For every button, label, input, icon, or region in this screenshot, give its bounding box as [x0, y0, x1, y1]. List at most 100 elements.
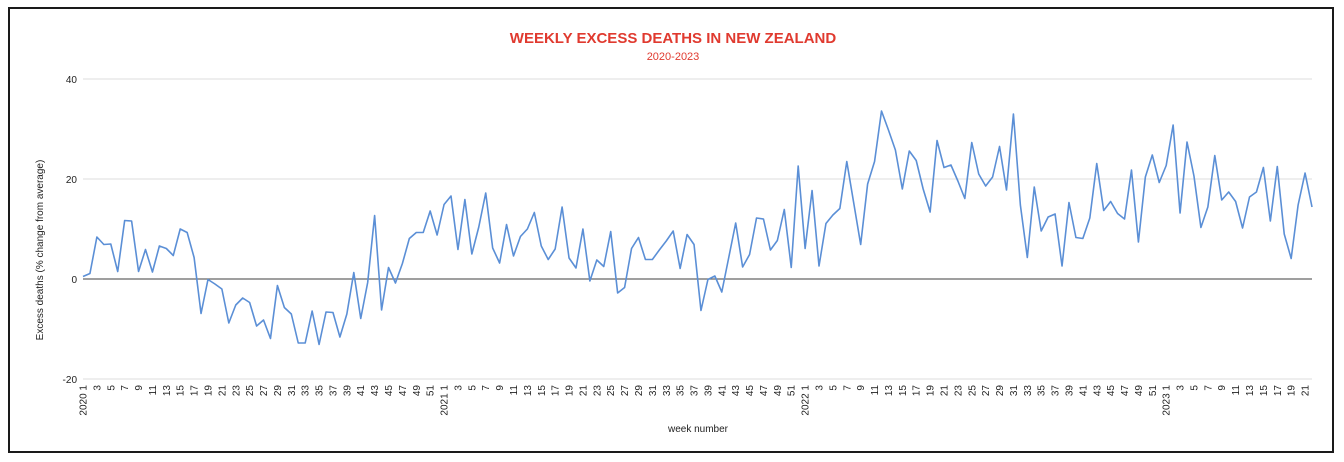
x-tick-label: 2022 1 [801, 385, 812, 416]
x-tick-label: 29 [273, 385, 284, 397]
x-tick-label: 49 [412, 385, 423, 397]
x-tick-label: 33 [1023, 385, 1034, 397]
x-tick-label: 37 [1051, 385, 1062, 397]
x-tick-label: 39 [342, 385, 353, 397]
x-tick-label: 5 [1189, 385, 1200, 391]
x-tick-label: 7 [481, 385, 492, 391]
x-tick-label: 15 [537, 385, 548, 397]
x-tick-label: 43 [1092, 385, 1103, 397]
gridlines [83, 78, 1312, 380]
x-tick-label: 7 [120, 385, 131, 391]
x-tick-label: 15 [176, 385, 187, 397]
y-axis-ticks: -20 0 20 40 [63, 75, 78, 386]
x-tick-label: 21 [1301, 385, 1312, 397]
y-axis-label: Excess deaths (% change from average) [35, 160, 46, 341]
x-tick-label: 17 [190, 385, 201, 397]
x-tick-label: 21 [939, 385, 950, 397]
x-tick-label: 41 [717, 385, 728, 397]
x-tick-label: 13 [1245, 385, 1256, 397]
x-tick-label: 9 [134, 385, 145, 391]
x-tick-label: 11 [148, 385, 159, 396]
x-tick-label: 2023 1 [1162, 385, 1173, 416]
x-tick-label: 19 [565, 385, 576, 397]
x-tick-label: 2020 1 [79, 385, 90, 416]
x-tick-label: 47 [398, 385, 409, 397]
x-tick-label: 11 [870, 385, 881, 396]
x-tick-label: 5 [467, 385, 478, 391]
x-tick-label: 13 [523, 385, 534, 397]
x-tick-label: 25 [245, 385, 256, 397]
x-tick-label: 35 [1037, 385, 1048, 397]
x-tick-label: 45 [384, 385, 395, 397]
x-tick-label: 39 [703, 385, 714, 397]
x-axis-ticks: 2020 1 3 5 7 9 11 13 15 17 19 21 23 25 27 29 31 33 35 37 39… [79, 385, 1312, 416]
chart-subtitle: 2020-2023 [647, 51, 700, 63]
x-tick-label: 37 [690, 385, 701, 397]
y-tick-label: 20 [66, 175, 78, 186]
x-tick-label: 9 [856, 385, 867, 391]
x-tick-label: 47 [1120, 385, 1131, 397]
chart-title: WEEKLY EXCESS DEATHS IN NEW ZEALAND [510, 30, 837, 47]
x-tick-label: 9 [495, 385, 506, 391]
x-tick-label: 17 [551, 385, 562, 397]
x-tick-label: 45 [745, 385, 756, 397]
x-tick-label: 45 [1106, 385, 1117, 397]
x-tick-label: 23 [231, 385, 242, 397]
y-tick-label: 0 [71, 275, 77, 286]
series-line-excess-deaths [82, 110, 1313, 346]
x-tick-label: 11 [509, 385, 520, 396]
x-tick-label: 33 [662, 385, 673, 397]
x-tick-label: 21 [217, 385, 228, 397]
x-tick-label: 35 [676, 385, 687, 397]
x-tick-label: 27 [259, 385, 270, 397]
chart-canvas: WEEKLY EXCESS DEATHS IN NEW ZEALAND 2020… [35, 30, 1313, 435]
x-tick-label: 13 [884, 385, 895, 397]
x-tick-label: 5 [828, 385, 839, 391]
x-tick-label: 3 [815, 385, 826, 391]
x-tick-label: 13 [162, 385, 173, 397]
x-tick-label: 25 [967, 385, 978, 397]
y-tick-label: -20 [63, 375, 78, 386]
x-tick-label: 21 [578, 385, 589, 397]
x-tick-label: 3 [1176, 385, 1187, 391]
x-tick-label: 19 [926, 385, 937, 397]
x-tick-label: 41 [356, 385, 367, 397]
x-tick-label: 7 [842, 385, 853, 391]
x-tick-label: 9 [1217, 385, 1228, 391]
x-tick-label: 41 [1078, 385, 1089, 397]
x-tick-label: 35 [315, 385, 326, 397]
x-tick-label: 15 [1259, 385, 1270, 397]
x-tick-label: 51 [787, 385, 798, 397]
x-tick-label: 11 [1231, 385, 1242, 396]
x-tick-label: 17 [912, 385, 923, 397]
x-tick-label: 43 [370, 385, 381, 397]
x-tick-label: 49 [773, 385, 784, 397]
x-tick-label: 33 [301, 385, 312, 397]
y-tick-label: 40 [66, 75, 78, 86]
x-tick-label: 31 [648, 385, 659, 397]
chart-frame: WEEKLY EXCESS DEATHS IN NEW ZEALAND 2020… [8, 7, 1334, 453]
x-tick-label: 2021 1 [440, 385, 451, 416]
x-tick-label: 23 [592, 385, 603, 397]
x-tick-label: 27 [620, 385, 631, 397]
x-tick-label: 49 [1134, 385, 1145, 397]
x-tick-label: 5 [106, 385, 117, 391]
x-tick-label: 31 [287, 385, 298, 397]
x-tick-label: 31 [1009, 385, 1020, 397]
x-tick-label: 15 [898, 385, 909, 397]
x-tick-label: 27 [981, 385, 992, 397]
x-tick-label: 23 [953, 385, 964, 397]
x-tick-label: 19 [1287, 385, 1298, 397]
x-tick-label: 29 [995, 385, 1006, 397]
x-tick-label: 3 [453, 385, 464, 391]
x-tick-label: 43 [731, 385, 742, 397]
x-tick-label: 47 [759, 385, 770, 397]
x-tick-label: 51 [1148, 385, 1159, 397]
x-tick-label: 25 [606, 385, 617, 397]
x-tick-label: 7 [1203, 385, 1214, 391]
x-tick-label: 39 [1064, 385, 1075, 397]
x-tick-label: 37 [328, 385, 339, 397]
x-tick-label: 3 [92, 385, 103, 391]
x-tick-label: 19 [203, 385, 214, 397]
x-axis-label: week number [667, 424, 729, 435]
